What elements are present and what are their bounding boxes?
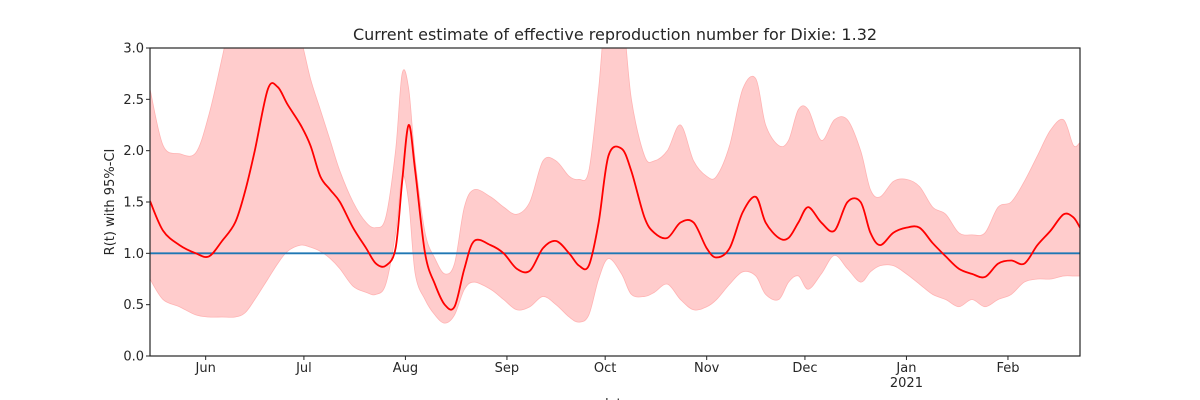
y-axis: 0.0 0.5 1.0 1.5 2.0 2.5 3.0 [123,42,150,365]
y-tick-label: 2.5 [123,93,144,108]
x-axis-label: date [600,397,629,400]
x-tick-label: Jun [195,361,216,376]
x-tick-sublabel: 2021 [890,376,923,391]
y-axis-label: R(t) with 95%-CI [103,149,118,256]
x-tick-label: Jul [295,361,312,376]
x-tick-label: Jan [895,361,916,376]
y-tick-label: 0.5 [123,298,144,313]
x-tick-label: Oct [594,361,616,376]
confidence-band [150,48,1080,324]
x-tick-label: Dec [792,361,817,376]
plot-area [150,48,1080,324]
x-tick-label: Aug [393,361,418,376]
y-tick-label: 2.0 [123,144,144,159]
y-tick-label: 0.0 [123,350,144,365]
x-tick-label: Feb [996,361,1019,376]
y-tick-label: 1.0 [123,247,144,262]
chart-title: Current estimate of effective reproducti… [353,25,877,44]
x-tick-label: Nov [694,361,720,376]
rt-estimate-line [150,82,1080,311]
y-tick-label: 3.0 [123,42,144,57]
plot-frame [149,47,1081,357]
x-tick-label: Sep [495,361,520,376]
y-tick-label: 1.5 [123,196,144,211]
